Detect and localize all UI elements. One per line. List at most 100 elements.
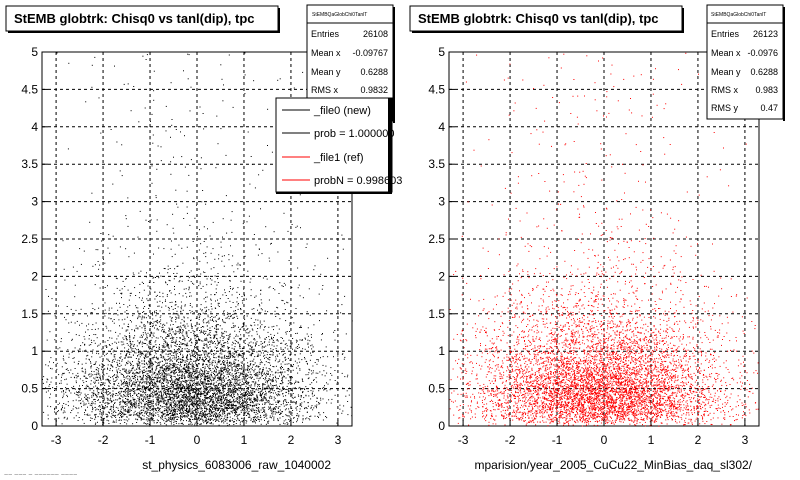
data-point [234,387,236,389]
data-point [150,381,152,382]
data-point [229,390,231,392]
data-point [160,354,162,356]
data-point [144,392,146,393]
data-point [217,380,219,382]
data-point [199,374,201,376]
data-point [239,391,241,393]
data-point [247,332,249,334]
data-point [109,360,111,362]
data-point [110,409,112,410]
data-point [199,414,201,416]
data-point [195,355,196,356]
data-point [298,284,300,286]
data-point [193,406,194,407]
data-point [85,358,87,360]
data-point [287,348,289,350]
data-point [131,343,133,345]
data-point [307,342,309,344]
data-point [149,397,151,399]
data-point [181,156,183,158]
data-point [127,306,129,308]
data-point [234,343,236,345]
data-point [146,54,148,56]
data-point [211,279,213,281]
data-point [189,359,191,360]
data-point [159,372,161,374]
data-point [227,412,229,414]
data-point [286,363,288,365]
data-point [151,382,153,384]
data-point [297,394,299,396]
data-point [264,406,266,408]
data-point [163,378,165,380]
data-point [233,390,235,392]
data-point [185,371,187,373]
data-point [162,346,164,348]
data-point [253,308,255,310]
data-point [181,280,183,282]
data-point [289,420,291,421]
data-point [153,253,154,255]
data-point [150,219,152,221]
data-point [190,295,192,297]
data-point [158,400,159,402]
data-point [165,377,167,379]
data-point [195,343,197,345]
data-point [208,386,210,388]
data-point [291,366,293,368]
data-point [234,369,236,371]
data-point [146,370,148,372]
data-point [194,409,196,411]
data-point [206,397,208,399]
data-point [196,348,198,350]
data-point [200,419,202,420]
data-point [238,372,240,374]
data-point [238,406,240,408]
data-point [229,316,231,318]
data-point [302,379,303,381]
data-point [212,398,214,400]
data-point [124,347,126,349]
data-point [239,343,241,345]
data-point [243,392,245,394]
data-point [225,371,227,373]
data-point [204,377,206,379]
data-point [248,365,250,367]
data-point [243,288,245,290]
data-point [199,418,201,420]
data-point [164,418,166,419]
data-point [195,351,197,353]
data-point [306,411,308,413]
data-point [95,409,97,411]
data-point [289,376,291,378]
data-point [186,345,187,346]
data-point [230,410,232,412]
data-point [234,378,236,380]
data-point [203,392,205,394]
data-point [63,268,65,270]
data-point [144,402,146,404]
data-point [205,407,207,409]
data-point [305,407,307,408]
data-point [119,302,120,304]
data-point [206,306,208,308]
data-point [153,373,155,375]
data-point [232,375,234,377]
data-point [122,399,124,401]
data-point [219,395,221,397]
data-point [260,414,261,416]
data-point [195,405,197,407]
data-point [225,342,227,344]
data-point [169,360,171,362]
data-point [273,418,275,420]
data-point [242,353,244,355]
data-point [81,368,83,370]
data-point [193,388,195,390]
data-point [262,367,264,369]
data-point [151,385,153,387]
data-point [178,369,180,371]
data-point [139,325,141,327]
data-point [173,417,175,419]
data-point [133,337,135,339]
data-point [211,380,213,382]
